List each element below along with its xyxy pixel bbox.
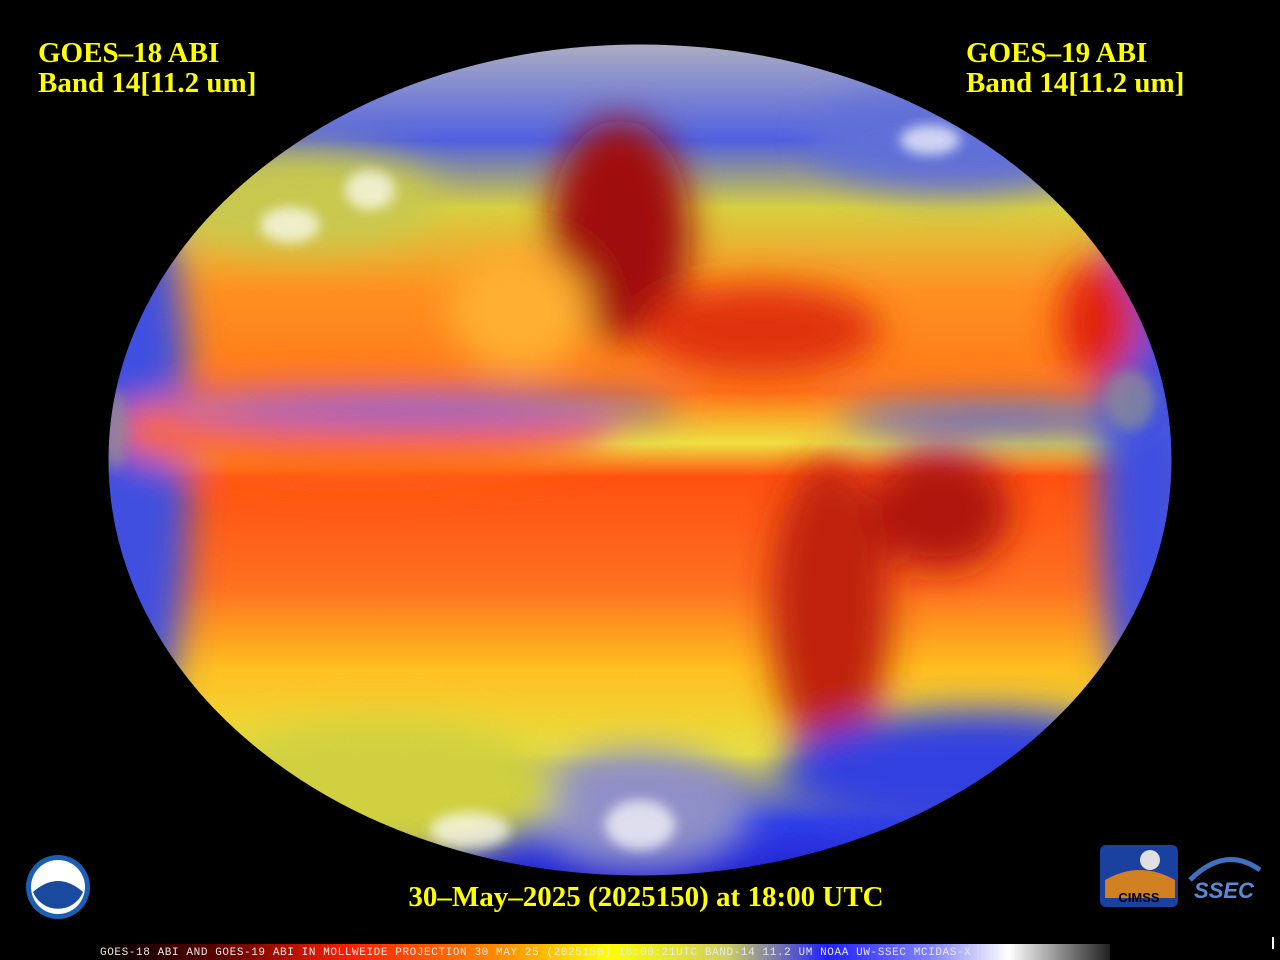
corner-mark xyxy=(1272,937,1274,949)
noaa-label: NOAA xyxy=(46,862,70,871)
left-band: Band 14[11.2 um] xyxy=(38,67,256,99)
ssec-logo: SSEC xyxy=(1188,857,1262,903)
globe-rim xyxy=(107,43,1173,877)
left-satellite: GOES–18 ABI xyxy=(38,37,219,69)
right-satellite: GOES–19 ABI xyxy=(966,37,1147,69)
cimss-logo: CIMSS xyxy=(1100,845,1178,907)
right-band: Band 14[11.2 um] xyxy=(966,67,1184,99)
globe-imagery xyxy=(108,44,1172,876)
footer-caption: GOES-18 ABI AND GOES-19 ABI IN MOLLWEIDE… xyxy=(100,947,971,959)
color-scale xyxy=(100,944,1110,960)
timestamp: 30–May–2025 (2025150) at 18:00 UTC xyxy=(408,881,883,913)
noaa-logo: NOAA xyxy=(26,855,90,919)
ssec-label: SSEC xyxy=(1194,878,1255,903)
cimss-label: CIMSS xyxy=(1118,890,1160,905)
